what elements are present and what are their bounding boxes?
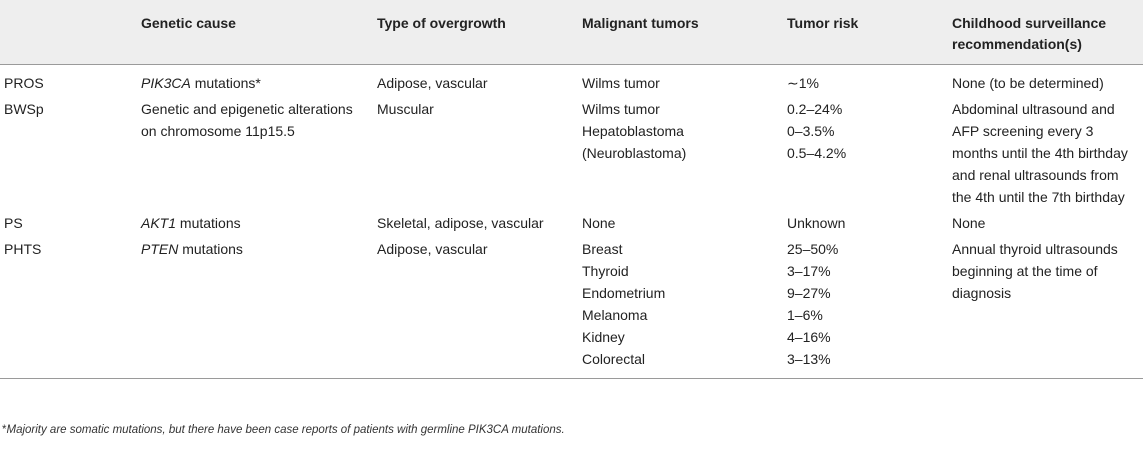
header-type-of-overgrowth: Type of overgrowth — [373, 0, 578, 65]
data-table: Genetic cause Type of overgrowth Maligna… — [0, 0, 1143, 379]
risk-item: Unknown — [787, 215, 846, 231]
cell-malignant-tumors: Wilms tumor — [578, 65, 783, 96]
cause-text: mutations* — [190, 75, 261, 91]
table-body: PROS PIK3CA mutations* Adipose, vascular Wi… — [0, 65, 1143, 379]
surveillance-text: None (to be determined) — [952, 75, 1104, 91]
risk-item: 3–13% — [787, 351, 831, 367]
cell-syndrome: PHTS — [0, 235, 137, 379]
tumor-item: Thyroid — [582, 263, 629, 279]
cause-text: Genetic and epigenetic alterations on ch… — [141, 101, 353, 139]
risk-item: ∼1% — [787, 75, 819, 91]
footnote-mark: * — [2, 424, 7, 436]
table-footnote: *Majority are somatic mutations, but the… — [2, 424, 565, 436]
table-row: PS AKT1 mutations Skeletal, adipose, vascu… — [0, 209, 1143, 235]
cell-surveillance: Abdominal ultrasound and AFP screening e… — [948, 95, 1143, 209]
cell-overgrowth: Adipose, vascular — [373, 235, 578, 379]
cell-syndrome: PROS — [0, 65, 137, 96]
risk-item: 1–6% — [787, 307, 823, 323]
surveillance-text: Abdominal ultrasound and AFP screening e… — [952, 101, 1128, 205]
syndrome-label: PROS — [4, 75, 44, 91]
gene-name: PIK3CA — [141, 75, 191, 91]
risk-item: 3–17% — [787, 263, 831, 279]
risk-item: 0.2–24% — [787, 101, 843, 117]
cell-malignant-tumors: Breast Thyroid Endometrium Melanoma Kidney Co… — [578, 235, 783, 379]
gene-name: AKT1 — [141, 215, 177, 231]
cell-genetic-cause: AKT1 mutations — [137, 209, 373, 235]
tumor-item: (Neuroblastoma) — [582, 145, 687, 161]
footnote-text: Majority are somatic mutations, but ther… — [6, 424, 565, 436]
cell-tumor-risk: ∼1% — [783, 65, 948, 96]
surveillance-text: Annual thyroid ultrasounds beginning at … — [952, 241, 1118, 301]
tumor-item: Hepatoblastoma — [582, 123, 684, 139]
cell-malignant-tumors: None — [578, 209, 783, 235]
header-tumor-risk: Tumor risk — [783, 0, 948, 65]
table-row: PHTS PTEN mutations Adipose, vascular Breas… — [0, 235, 1143, 379]
header-genetic-cause: Genetic cause — [137, 0, 373, 65]
cell-tumor-risk: 0.2–24% 0–3.5% 0.5–4.2% — [783, 95, 948, 209]
cell-surveillance: None (to be determined) — [948, 65, 1143, 96]
cause-text: mutations — [178, 241, 243, 257]
tumor-item: Wilms tumor — [582, 101, 660, 117]
table-row: BWSp Genetic and epigenetic alterations o… — [0, 95, 1143, 209]
tumor-item: None — [582, 215, 616, 231]
cell-genetic-cause: Genetic and epigenetic alterations on ch… — [137, 95, 373, 209]
cell-malignant-tumors: Wilms tumor Hepatoblastoma (Neuroblastoma) — [578, 95, 783, 209]
header-malignant-tumors: Malignant tumors — [578, 0, 783, 65]
cell-tumor-risk: 25–50% 3–17% 9–27% 1–6% 4–16% 3–13% — [783, 235, 948, 379]
cell-genetic-cause: PIK3CA mutations* — [137, 65, 373, 96]
cell-surveillance: None — [948, 209, 1143, 235]
cell-overgrowth: Adipose, vascular — [373, 65, 578, 96]
overgrowth-text: Skeletal, adipose, vascular — [377, 215, 544, 231]
overgrowth-text: Adipose, vascular — [377, 75, 488, 91]
cell-tumor-risk: Unknown — [783, 209, 948, 235]
tumor-item: Endometrium — [582, 285, 666, 301]
cell-genetic-cause: PTEN mutations — [137, 235, 373, 379]
cell-overgrowth: Skeletal, adipose, vascular — [373, 209, 578, 235]
cell-syndrome: BWSp — [0, 95, 137, 209]
table-row: PROS PIK3CA mutations* Adipose, vascular Wi… — [0, 65, 1143, 96]
cell-syndrome: PS — [0, 209, 137, 235]
tumor-item: Melanoma — [582, 307, 648, 323]
overgrowth-text: Muscular — [377, 101, 434, 117]
overgrowth-text: Adipose, vascular — [377, 241, 488, 257]
syndrome-label: PHTS — [4, 241, 42, 257]
gene-name: PTEN — [141, 241, 179, 257]
cause-text: mutations — [176, 215, 241, 231]
surveillance-text: None — [952, 215, 986, 231]
syndrome-label: BWSp — [4, 101, 44, 117]
tumor-item: Wilms tumor — [582, 75, 660, 91]
tumor-item: Kidney — [582, 329, 625, 345]
tumor-item: Breast — [582, 241, 623, 257]
risk-item: 0.5–4.2% — [787, 145, 847, 161]
header-surveillance: Childhood surveillance recommendation(s) — [948, 0, 1143, 65]
cell-overgrowth: Muscular — [373, 95, 578, 209]
syndrome-label: PS — [4, 215, 23, 231]
risk-item: 0–3.5% — [787, 123, 835, 139]
risk-item: 4–16% — [787, 329, 831, 345]
risk-item: 9–27% — [787, 285, 831, 301]
header-row: Genetic cause Type of overgrowth Maligna… — [0, 0, 1143, 65]
header-syndrome — [0, 0, 137, 65]
risk-item: 25–50% — [787, 241, 839, 257]
tumor-item: Colorectal — [582, 351, 646, 367]
cell-surveillance: Annual thyroid ultrasounds beginning at … — [948, 235, 1143, 379]
